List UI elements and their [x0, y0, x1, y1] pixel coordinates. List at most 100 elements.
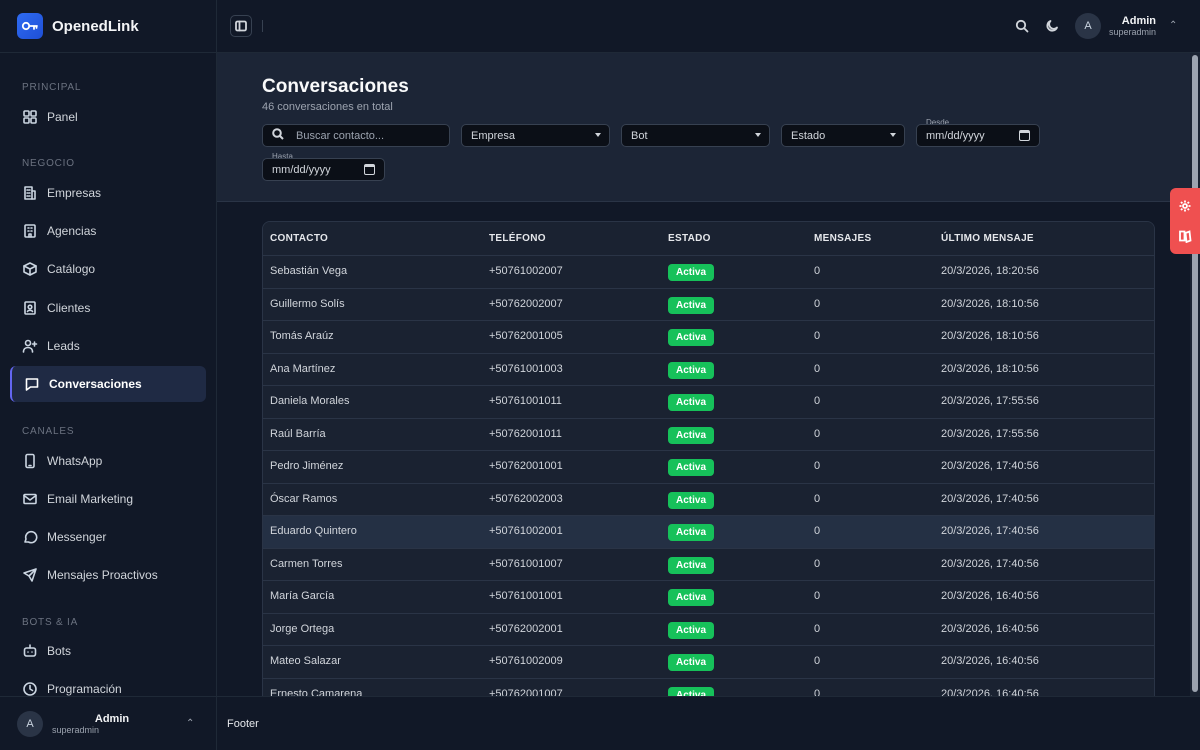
status-badge: Activa: [668, 589, 715, 606]
sidebar-item-bots[interactable]: Bots: [10, 633, 206, 669]
estado-select[interactable]: Estado: [781, 124, 905, 147]
table-row[interactable]: Carmen Torres +50761001007 Activa 0 20/3/202…: [263, 548, 1154, 581]
search-button[interactable]: [1013, 17, 1031, 35]
bot-select[interactable]: Bot: [621, 124, 770, 147]
cell-contacto: Jorge Ortega: [270, 622, 335, 635]
cell-mensajes: 0: [814, 427, 821, 440]
cell-telefono: +50761002007: [489, 265, 563, 277]
cell-contacto: Óscar Ramos: [270, 492, 338, 505]
table-row[interactable]: Jorge Ortega +50762002001 Activa 0 20/3/2026…: [263, 613, 1154, 646]
calendar-icon[interactable]: [364, 164, 375, 175]
sidebar-item-whatsapp[interactable]: WhatsApp: [10, 443, 206, 479]
cell-contacto: Tomás Araúz: [270, 330, 334, 342]
cell-telefono: +50761001007: [489, 557, 563, 570]
sidebar-item-label: Programación: [47, 682, 122, 696]
topbar-user-menu[interactable]: A Admin superadmin: [1075, 13, 1156, 39]
table-row[interactable]: Guillermo Solís +50762002007 Activa 0 20/3/2…: [263, 288, 1154, 321]
cell-ultimo-mensaje: 20/3/2026, 18:10:56: [941, 297, 1039, 310]
cell-telefono: +50762001011: [489, 427, 562, 440]
theme-toggle-button[interactable]: [1043, 17, 1061, 35]
sidebar-item-label: Mensajes Proactivos: [47, 568, 158, 582]
sidebar-item-panel[interactable]: Panel: [10, 99, 206, 135]
sidebar-item-leads[interactable]: Leads: [10, 328, 206, 364]
bot-select-value: Bot: [631, 129, 648, 142]
status-badge: Activa: [668, 686, 715, 696]
sidebar-item-messenger[interactable]: Messenger: [10, 519, 206, 555]
section-bots-ia: BOTS & IA: [22, 617, 79, 628]
status-badge: Activa: [668, 296, 715, 314]
cell-mensajes: 0: [814, 297, 821, 310]
cell-telefono: +50762002001: [489, 622, 563, 635]
column-header-contacto[interactable]: CONTACTO: [270, 233, 329, 244]
table-row[interactable]: Óscar Ramos +50762002003 Activa 0 20/3/2026,…: [263, 483, 1154, 516]
page-subtitle: 46 conversaciones en total: [262, 101, 393, 113]
table-header: CONTACTO TELÉFONO ESTADO MENSAJES ÚLTIMO…: [263, 222, 1154, 256]
book-icon[interactable]: [1178, 229, 1192, 244]
cell-contacto: Sebastián Vega: [270, 265, 348, 277]
table-row[interactable]: María García +50761001001 Activa 0 20/3/2026…: [263, 581, 1154, 614]
chevron-up-icon[interactable]: ⌃: [1169, 20, 1178, 31]
cell-telefono: +50762002003: [489, 492, 563, 505]
sidebar-toggle-button[interactable]: [230, 15, 252, 37]
desde-date-input[interactable]: mm/dd/yyyy: [916, 124, 1040, 147]
table-body: Sebastián Vega +50761002007 Activa 0 20/3/20…: [263, 256, 1154, 696]
page-scrollbar[interactable]: [1190, 53, 1200, 696]
column-header-estado[interactable]: ESTADO: [668, 233, 711, 244]
estado-select-value: Estado: [791, 129, 826, 142]
cell-contacto: Daniela Morales: [270, 395, 350, 407]
sidebar-item-conversaciones[interactable]: Conversaciones: [10, 366, 206, 402]
search-input[interactable]: Buscar contacto...: [262, 124, 450, 147]
sidebar-item-label: Email Marketing: [47, 492, 134, 506]
cell-telefono: +50762002007: [489, 297, 563, 310]
brand[interactable]: OpenedLink: [0, 0, 216, 53]
main-content: CONTACTO TELÉFONO ESTADO MENSAJES ÚLTIMO…: [217, 202, 1190, 696]
panel-left-icon: [235, 20, 247, 32]
column-header-mensajes[interactable]: MENSAJES: [814, 233, 872, 244]
sidebar-item-programacion[interactable]: Programación: [10, 671, 206, 696]
table-row[interactable]: Mateo Salazar +50761002009 Activa 0 20/3/202…: [263, 646, 1154, 679]
cell-contacto: Ana Martínez: [270, 362, 336, 375]
empresa-select[interactable]: Empresa: [461, 124, 610, 147]
sidebar-item-email-marketing[interactable]: Email Marketing: [10, 481, 206, 517]
cell-ultimo-mensaje: 20/3/2026, 17:40:56: [941, 460, 1039, 472]
sidebar-item-catalogo[interactable]: Catálogo: [10, 251, 206, 287]
avatar: A: [1075, 13, 1101, 39]
status-badge: Activa: [668, 264, 715, 281]
table-row[interactable]: Pedro Jiménez +50762001001 Activa 0 20/3/202…: [263, 451, 1154, 484]
table-row[interactable]: Sebastián Vega +50761002007 Activa 0 20/3/20…: [263, 256, 1154, 289]
sidebar-item-agencias[interactable]: Agencias: [10, 213, 206, 249]
sidebar-item-label: Empresas: [47, 186, 102, 200]
column-header-ultimo-mensaje[interactable]: ÚLTIMO MENSAJE: [941, 233, 1034, 244]
cell-mensajes: 0: [814, 492, 821, 505]
caret-down-icon: [890, 133, 896, 137]
cell-mensajes: 0: [814, 460, 821, 472]
table-row[interactable]: Raúl Barría +50762001011 Activa 0 20/3/2026,…: [263, 418, 1154, 451]
calendar-icon[interactable]: [1019, 130, 1030, 141]
table-row[interactable]: Ernesto Camarena +50762001007 Activa 0 20/3/…: [263, 678, 1154, 696]
cell-contacto: Pedro Jiménez: [270, 460, 344, 472]
caret-down-icon: [595, 133, 601, 137]
table-row[interactable]: Ana Martínez +50761001003 Activa 0 20/3/2026…: [263, 353, 1154, 386]
sidebar-item-clientes[interactable]: Clientes: [10, 290, 206, 326]
footer: Footer: [217, 696, 1200, 750]
sidebar-item-mensajes-proactivos[interactable]: Mensajes Proactivos: [10, 557, 206, 593]
settings-icon[interactable]: [1178, 199, 1192, 213]
cell-ultimo-mensaje: 20/3/2026, 18:10:56: [941, 330, 1039, 342]
cell-mensajes: 0: [814, 557, 821, 570]
sidebar-user-menu[interactable]: A Admin superadmin ⌃: [0, 696, 217, 750]
sidebar-item-label: Catálogo: [47, 262, 96, 276]
chat-icon: [25, 378, 39, 391]
cell-ultimo-mensaje: 20/3/2026, 16:40:56: [941, 622, 1039, 635]
cell-ultimo-mensaje: 20/3/2026, 17:55:56: [941, 395, 1039, 407]
cell-mensajes: 0: [814, 330, 821, 342]
table-row[interactable]: Daniela Morales +50761001011 Activa 0 20/3/2…: [263, 386, 1154, 419]
scrollbar-thumb[interactable]: [1192, 55, 1198, 692]
hasta-date-input[interactable]: mm/dd/yyyy: [262, 158, 385, 181]
table-row[interactable]: Eduardo Quintero +50761002001 Activa 0 20/3/…: [263, 516, 1154, 549]
table-row[interactable]: Tomás Araúz +50762001005 Activa 0 20/3/2026,…: [263, 321, 1154, 354]
column-header-telefono[interactable]: TELÉFONO: [489, 233, 546, 244]
sidebar-nav: PRINCIPAL Panel NEGOCIO Empresas Agencia…: [0, 53, 217, 696]
user-info: Admin superadmin: [1109, 15, 1156, 37]
sidebar-item-empresas[interactable]: Empresas: [10, 175, 206, 211]
key-icon: [17, 13, 43, 39]
